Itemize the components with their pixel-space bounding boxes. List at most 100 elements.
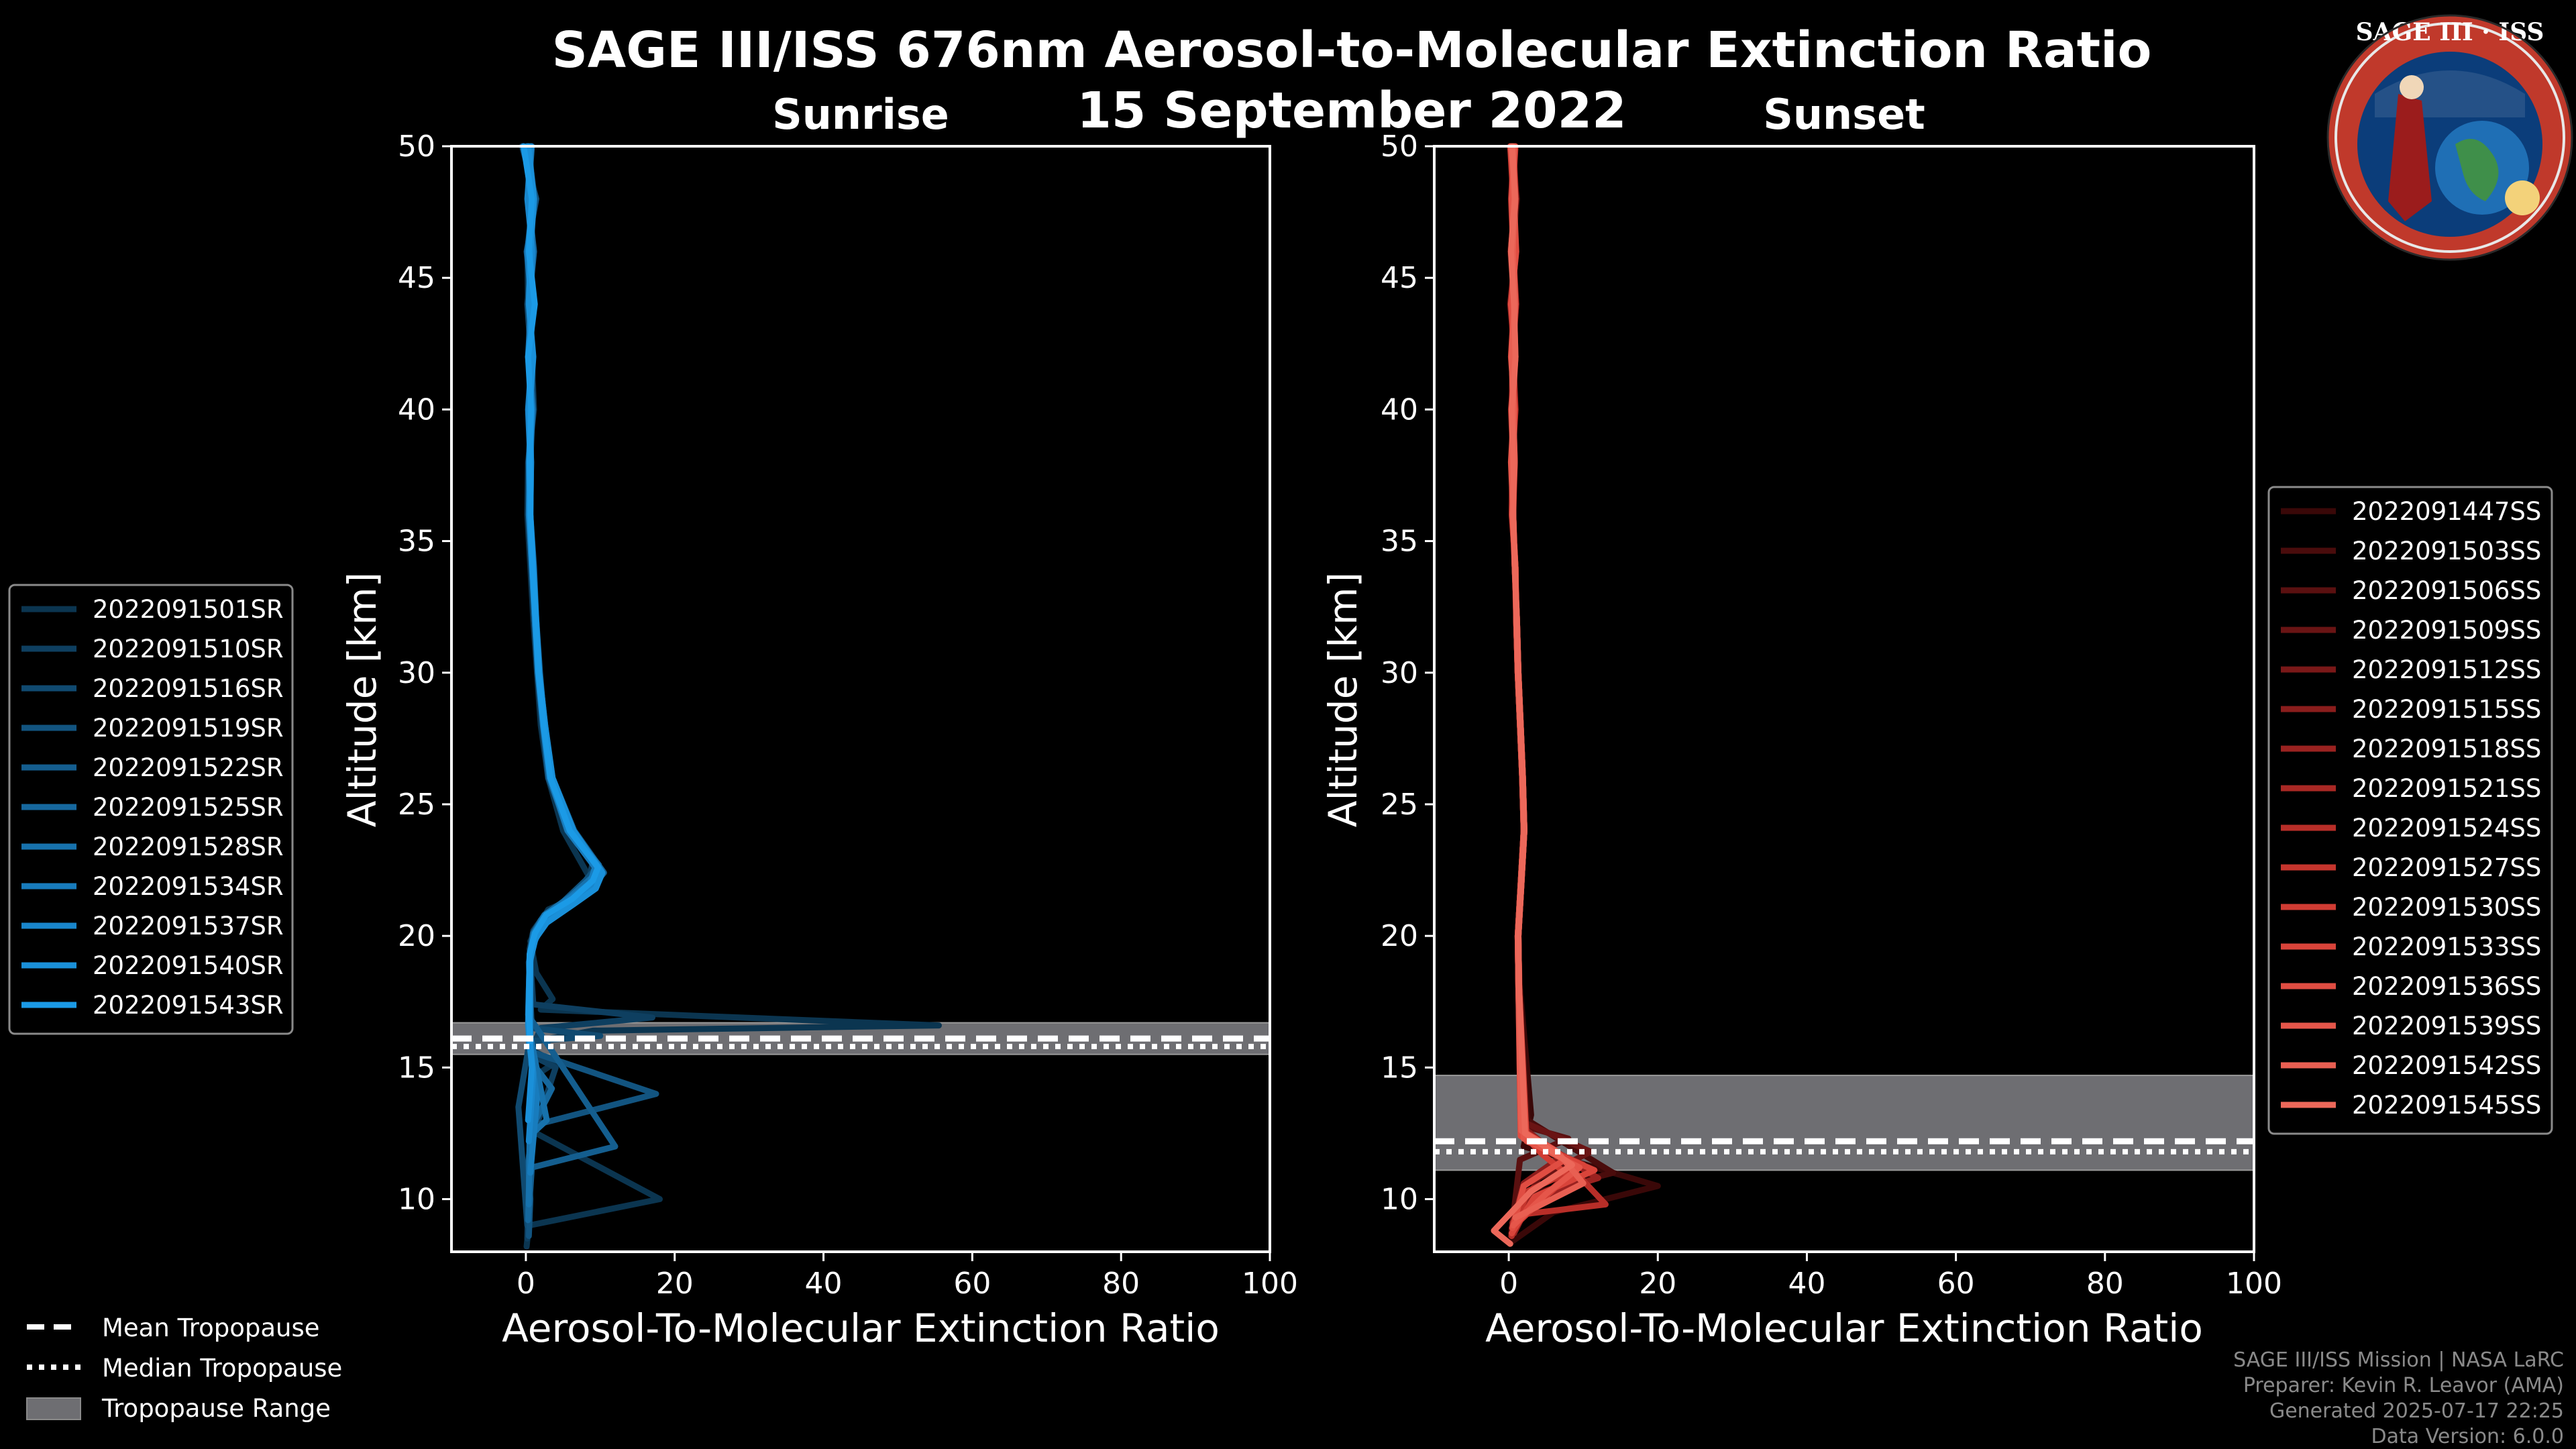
sunrise-xtick-label: 80 xyxy=(1102,1267,1140,1301)
sunrise-ticks: 0 20 40 60 80 100 10 15 20 25 30 35 40 45 50 xyxy=(398,129,1298,1301)
sunset-ytick-label: 30 xyxy=(1381,656,1418,690)
sunset-legend-label: 2022091542SS xyxy=(2352,1051,2541,1080)
sunrise-series-2022091501SR xyxy=(523,143,942,1250)
sunset-legend-label: 2022091545SS xyxy=(2352,1091,2541,1120)
credit-data-version: Data Version: 6.0.0 xyxy=(2371,1425,2564,1448)
sunset-legend-label: 2022091447SS xyxy=(2352,497,2541,526)
sunrise-legend-label: 2022091543SR xyxy=(93,991,284,1020)
figure-title: SAGE III/ISS 676nm Aerosol-to-Molecular … xyxy=(552,21,2152,79)
sunrise-xtick-label: 60 xyxy=(953,1267,991,1301)
sunrise-legend-label: 2022091540SR xyxy=(93,951,284,980)
sunset-legend-label: 2022091530SS xyxy=(2352,893,2541,922)
sunrise-series-layer xyxy=(451,143,1270,1250)
sunset-ticks: 0 20 40 60 80 100 10 15 20 25 30 35 40 45 50 xyxy=(1381,129,2282,1301)
sunrise-series-2022091510SR xyxy=(524,143,655,1242)
sunset-ytick-label: 40 xyxy=(1381,392,1418,427)
tropopause-range-label: Tropopause Range xyxy=(101,1394,331,1423)
sunrise-ytick-label: 35 xyxy=(398,525,435,559)
logo-continent xyxy=(2455,139,2499,201)
sunset-xtick-label: 80 xyxy=(2086,1267,2124,1301)
sunset-xtick-label: 100 xyxy=(2226,1267,2282,1301)
sunset-ytick-label: 10 xyxy=(1381,1183,1418,1217)
sunrise-xtick-label: 0 xyxy=(517,1267,535,1301)
sunset-legend-label: 2022091512SS xyxy=(2352,655,2541,684)
sunset-x-axis-label: Aerosol-To-Molecular Extinction Ratio xyxy=(1485,1305,2203,1351)
credit-mission: SAGE III/ISS Mission | NASA LaRC xyxy=(2233,1348,2564,1372)
sunrise-legend-label: 2022091510SR xyxy=(93,635,284,663)
sunset-ytick-label: 25 xyxy=(1381,788,1418,822)
logo-figure xyxy=(2388,94,2432,221)
sunrise-ytick-label: 15 xyxy=(398,1051,435,1085)
sunrise-legend-label: 2022091525SR xyxy=(93,793,284,822)
sunset-ytick-label: 50 xyxy=(1381,129,1418,164)
sunrise-ytick-label: 30 xyxy=(398,656,435,690)
sunset-legend: 2022091447SS 2022091503SS 2022091506SS 2022… xyxy=(2267,486,2553,1135)
sunset-legend-label: 2022091524SS xyxy=(2352,814,2541,843)
sunrise-ytick-label: 25 xyxy=(398,788,435,822)
sunrise-legend-label: 2022091537SR xyxy=(93,912,284,941)
sunset-xtick-label: 60 xyxy=(1937,1267,1975,1301)
sunset-xtick-label: 0 xyxy=(1499,1267,1518,1301)
sunrise-ytick-label: 10 xyxy=(398,1183,435,1217)
sunset-series-2022091545SS xyxy=(1491,143,1575,1247)
median-tropopause-label: Median Tropopause xyxy=(102,1354,342,1383)
sunset-xtick-label: 20 xyxy=(1639,1267,1676,1301)
sunset-legend-label: 2022091506SS xyxy=(2352,576,2541,605)
logo-ring-border xyxy=(2334,22,2565,253)
sunrise-xtick-label: 100 xyxy=(1242,1267,1298,1301)
sunrise-series-2022091543SR xyxy=(521,143,601,1044)
sunrise-legend-label: 2022091528SR xyxy=(93,833,284,861)
sunset-y-axis-label: Altitude [km] xyxy=(1320,572,1366,827)
logo-title: SAGE III · ISS xyxy=(2356,18,2544,46)
sunset-legend-label: 2022091527SS xyxy=(2352,853,2541,882)
sunrise-ytick-label: 45 xyxy=(398,261,435,295)
sunrise-legend-label: 2022091522SR xyxy=(93,753,284,782)
sunrise-ytick-label: 50 xyxy=(398,129,435,164)
sunset-legend-label: 2022091515SS xyxy=(2352,695,2541,724)
tropopause-legend: Mean Tropopause Median Tropopause Tropop… xyxy=(26,1313,342,1423)
sunset-series-layer xyxy=(1434,143,2254,1247)
logo-figure-head xyxy=(2400,75,2424,99)
logo-edge xyxy=(2326,14,2573,261)
sunset-legend-label: 2022091521SS xyxy=(2352,774,2541,803)
sunrise-legend: 2022091501SR 2022091510SR 2022091516SR 2022… xyxy=(8,584,294,1035)
sunrise-y-axis-label: Altitude [km] xyxy=(339,572,385,827)
sunrise-xtick-label: 20 xyxy=(656,1267,694,1301)
logo-sun xyxy=(2505,180,2540,215)
sunrise-title: Sunrise xyxy=(772,90,949,139)
figure-date: 15 September 2022 xyxy=(1077,82,1626,140)
sunset-ytick-label: 20 xyxy=(1381,919,1418,953)
sunset-xtick-label: 40 xyxy=(1788,1267,1825,1301)
sunset-legend-label: 2022091536SS xyxy=(2352,972,2541,1001)
sunrise-legend-label: 2022091501SR xyxy=(93,595,284,624)
mean-tropopause-label: Mean Tropopause xyxy=(102,1313,320,1342)
sunset-ytick-label: 15 xyxy=(1381,1051,1418,1085)
sunset-ytick-label: 35 xyxy=(1381,525,1418,559)
sunrise-legend-label: 2022091534SR xyxy=(93,872,284,901)
sage-mission-logo: SAGE III · ISS xyxy=(2326,14,2573,261)
sunset-legend-frame xyxy=(2267,486,2553,1135)
sunset-panel: Sunset 0 20 40 60 80 100 10 15 20 25 30 35 40 45 50 Ae… xyxy=(1320,90,2282,1351)
sunset-legend-label: 2022091518SS xyxy=(2352,735,2541,763)
sunset-legend-label: 2022091539SS xyxy=(2352,1012,2541,1040)
sunrise-panel: Sunrise 0 20 40 60 80 100 10 15 20 25 30 35 40 45 50 A… xyxy=(339,90,1298,1351)
sunset-series-2022091503SS xyxy=(1507,143,1617,1234)
sunrise-legend-label: 2022091516SR xyxy=(93,674,284,703)
sunrise-xtick-label: 40 xyxy=(805,1267,843,1301)
sunset-ytick-label: 45 xyxy=(1381,261,1418,295)
sunrise-ytick-label: 40 xyxy=(398,392,435,427)
sunset-legend-label: 2022091503SS xyxy=(2352,537,2541,566)
sunrise-ytick-label: 20 xyxy=(398,919,435,953)
sunset-title: Sunset xyxy=(1763,90,1925,139)
sunrise-legend-frame xyxy=(8,584,294,1035)
sunrise-legend-label: 2022091519SR xyxy=(93,714,284,743)
sunset-legend-label: 2022091533SS xyxy=(2352,932,2541,961)
sunset-axes-frame xyxy=(1433,145,2255,1253)
credits: SAGE III/ISS Mission | NASA LaRC Prepare… xyxy=(2233,1348,2564,1448)
credit-generated: Generated 2025-07-17 22:25 xyxy=(2269,1399,2564,1423)
sunrise-x-axis-label: Aerosol-To-Molecular Extinction Ratio xyxy=(502,1305,1220,1351)
sunrise-axes-frame xyxy=(450,145,1271,1253)
credit-preparer: Preparer: Kevin R. Leavor (AMA) xyxy=(2243,1374,2564,1397)
sunset-legend-label: 2022091509SS xyxy=(2352,616,2541,645)
